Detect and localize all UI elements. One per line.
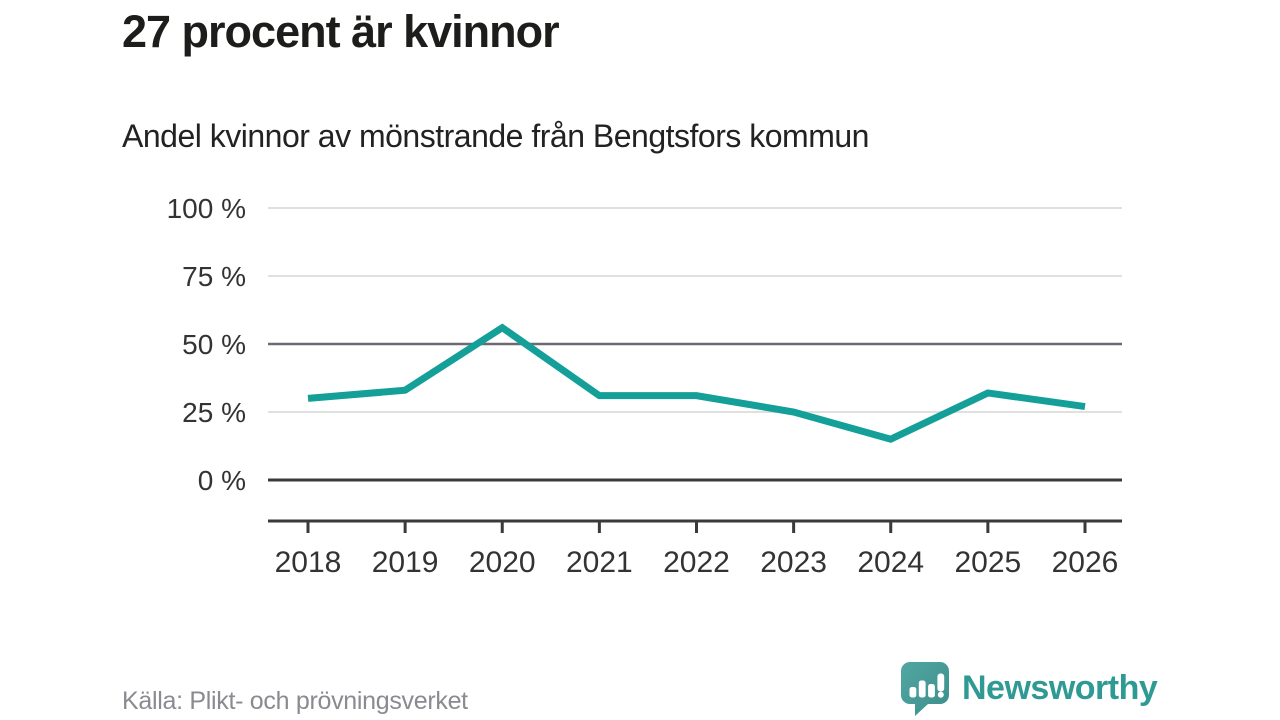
x-axis (268, 519, 1122, 533)
y-gridlines (268, 207, 1122, 482)
svg-text:75 %: 75 % (182, 261, 246, 292)
svg-text:100 %: 100 % (167, 193, 246, 224)
bar-chart-glyph (909, 680, 935, 698)
svg-text:2021: 2021 (566, 546, 633, 579)
exclamation-glyph (937, 673, 945, 698)
y-axis-labels: 0 % 25 % 50 % 75 % 100 % (167, 193, 246, 496)
svg-text:2025: 2025 (955, 546, 1022, 579)
newsworthy-logo: Newsworthy (898, 658, 1158, 718)
chart-subtitle: Andel kvinnor av mönstrande från Bengtsf… (122, 118, 869, 154)
svg-text:25 %: 25 % (182, 397, 246, 428)
svg-text:2026: 2026 (1052, 546, 1119, 579)
source-note: Källa: Plikt- och prövningsverket (122, 687, 468, 715)
svg-text:2024: 2024 (857, 546, 924, 579)
data-line (307, 323, 1086, 443)
chart-title: 27 procent är kvinnor (122, 6, 560, 57)
newsworthy-wordmark: Newsworthy (962, 668, 1158, 707)
svg-text:0 %: 0 % (198, 465, 246, 496)
svg-text:2020: 2020 (469, 546, 536, 579)
svg-text:2019: 2019 (372, 546, 439, 579)
svg-text:50 %: 50 % (182, 329, 246, 360)
x-axis-labels: 2018 2019 2020 2021 2022 2023 2024 2025 2026 (275, 546, 1119, 579)
svg-text:2022: 2022 (663, 546, 730, 579)
svg-text:2018: 2018 (275, 546, 342, 579)
newsworthy-logo-icon (901, 662, 949, 716)
svg-text:2023: 2023 (760, 546, 827, 579)
line-chart: 0 % 25 % 50 % 75 % 100 % 2018 2019 2020 2021 202… (167, 193, 1122, 579)
